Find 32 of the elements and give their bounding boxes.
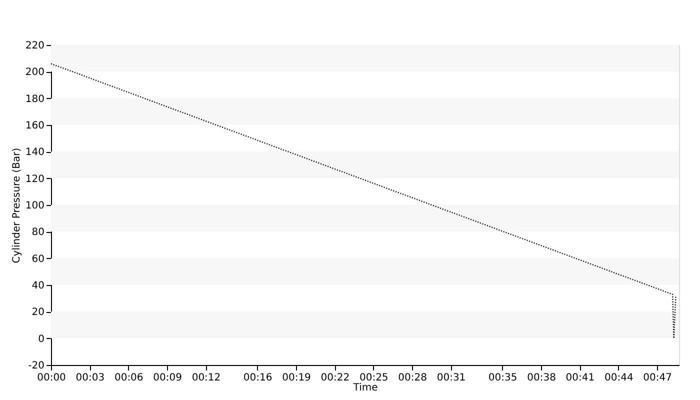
y-tick-label: 20 [32,307,44,318]
x-tick-label: 00:35 [488,372,518,384]
x-tick-label: 00:31 [436,372,466,384]
x-tick-label: 00:44 [604,372,634,384]
x-tick-label: 00:00 [37,372,66,384]
x-tick-label: 00:47 [643,372,672,384]
y-tick-label: 40 [32,280,44,292]
x-tick-label: 00:41 [566,372,595,384]
y-tick-label: 120 [25,174,44,185]
x-tick-label: 00:03 [76,372,105,384]
line-series [50,63,676,339]
y-tick-label: 80 [32,227,44,238]
y-tick-label: -20 [28,360,44,372]
y-tick-label: 0 [38,334,44,345]
y-tick-label: 160 [25,120,44,132]
x-tick-label: 00:28 [398,372,427,384]
x-axis-title: Time [352,382,378,394]
x-tick-label: 00:06 [114,372,144,384]
x-tick-label: 00:19 [282,372,311,384]
y-tick-label: 220 [25,40,44,52]
x-tick-label: 00:09 [153,372,182,384]
x-tick-label: 00:12 [192,372,221,384]
x-tick-label: 00:16 [243,372,272,384]
y-axis-title: Cylinder Pressure (Bar) [11,148,22,264]
y-tick-label: 200 [25,67,44,78]
x-tick-label: 00:25 [359,372,388,384]
y-tick-label: 180 [25,94,44,105]
y-tick-label: 140 [25,147,44,158]
x-tick-label: 00:22 [320,372,350,384]
y-tick-label: 100 [25,200,44,212]
x-tick-label: 00:38 [527,372,556,384]
y-tick-label: 60 [32,254,44,265]
